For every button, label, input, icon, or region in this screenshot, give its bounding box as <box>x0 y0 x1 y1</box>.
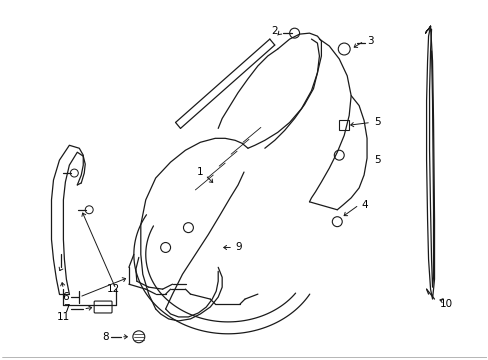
Text: 5: 5 <box>373 155 380 165</box>
Text: 3: 3 <box>366 36 373 46</box>
Text: 11: 11 <box>57 312 70 322</box>
Text: 12: 12 <box>106 284 120 294</box>
Text: 4: 4 <box>360 200 367 210</box>
Text: 2: 2 <box>270 26 277 36</box>
Bar <box>339 121 348 130</box>
Text: 10: 10 <box>439 299 452 309</box>
Text: 9: 9 <box>235 243 241 252</box>
Text: 8: 8 <box>102 332 109 342</box>
Text: 6: 6 <box>62 292 69 302</box>
Text: 1: 1 <box>197 167 203 177</box>
Text: 7: 7 <box>62 304 69 314</box>
Text: 5: 5 <box>373 117 380 127</box>
